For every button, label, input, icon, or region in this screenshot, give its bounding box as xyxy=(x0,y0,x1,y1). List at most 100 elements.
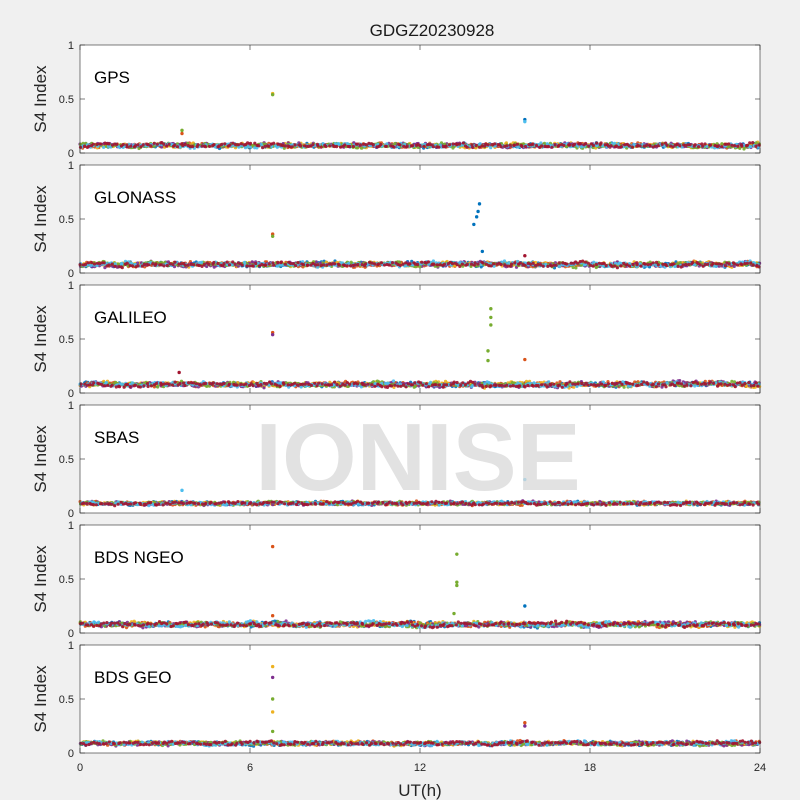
y-tick-label: 0.5 xyxy=(59,94,74,106)
data-point xyxy=(356,262,360,267)
data-point xyxy=(102,145,106,149)
data-point xyxy=(536,262,540,267)
data-point xyxy=(246,141,250,145)
data-point xyxy=(257,144,261,148)
data-point xyxy=(638,144,642,148)
data-point xyxy=(754,141,758,145)
data-point xyxy=(272,141,276,145)
data-point xyxy=(554,263,558,267)
data-point xyxy=(222,262,226,266)
data-point xyxy=(665,143,669,147)
data-point xyxy=(508,143,512,147)
y-tick-label: 1 xyxy=(68,40,74,52)
data-point xyxy=(578,142,582,146)
data-point xyxy=(656,144,660,148)
data-point xyxy=(333,262,337,266)
data-point xyxy=(701,144,705,148)
data-point xyxy=(474,143,478,148)
data-point xyxy=(631,262,635,267)
data-point xyxy=(622,385,626,389)
outlier-point xyxy=(480,249,485,254)
data-point xyxy=(546,145,551,149)
data-point xyxy=(225,260,229,264)
data-point xyxy=(720,142,724,146)
data-point xyxy=(234,143,238,147)
outlier-point xyxy=(523,254,527,258)
data-point xyxy=(665,264,669,268)
data-point xyxy=(251,264,255,268)
data-point xyxy=(515,142,520,146)
data-point xyxy=(473,261,477,265)
data-point xyxy=(723,264,728,268)
data-point xyxy=(173,143,177,147)
data-point xyxy=(599,141,603,145)
noise-scatter xyxy=(78,140,761,151)
data-point xyxy=(345,264,349,268)
data-point xyxy=(489,146,493,150)
data-point xyxy=(262,386,266,390)
data-point xyxy=(619,145,624,149)
data-point xyxy=(130,264,134,268)
data-point xyxy=(431,259,435,263)
data-point xyxy=(646,263,650,267)
data-point xyxy=(684,262,688,267)
y-axis-label: S4 Index xyxy=(31,65,50,133)
data-point xyxy=(698,263,702,267)
data-point xyxy=(281,143,285,148)
data-point xyxy=(727,142,731,146)
data-point xyxy=(588,263,593,267)
data-point xyxy=(476,262,480,266)
data-point xyxy=(435,263,439,267)
data-point xyxy=(227,263,232,267)
data-point xyxy=(78,145,83,149)
data-point xyxy=(311,143,315,147)
data-point xyxy=(455,263,459,267)
data-point xyxy=(697,145,701,149)
data-point xyxy=(592,260,596,264)
data-point xyxy=(162,264,166,268)
data-point xyxy=(513,261,517,265)
data-point xyxy=(267,262,271,266)
data-point xyxy=(587,144,591,148)
figure-title: GDGZ20230928 xyxy=(370,21,495,40)
data-point xyxy=(703,142,707,146)
data-point xyxy=(293,143,297,147)
data-point xyxy=(155,142,159,146)
data-point xyxy=(107,142,111,146)
data-point xyxy=(328,144,332,148)
data-point xyxy=(173,260,177,264)
data-point xyxy=(450,262,455,266)
data-point xyxy=(212,143,216,147)
data-point xyxy=(431,145,435,149)
data-point xyxy=(240,263,244,267)
data-point xyxy=(154,262,158,266)
data-point xyxy=(499,145,503,149)
data-point xyxy=(492,262,496,266)
data-point xyxy=(447,143,452,147)
data-point xyxy=(168,262,172,266)
data-point xyxy=(373,262,377,266)
data-point xyxy=(401,262,405,266)
data-point xyxy=(264,263,268,267)
data-point xyxy=(653,144,658,148)
data-point xyxy=(572,142,577,146)
data-point xyxy=(736,144,740,148)
data-point xyxy=(92,262,97,266)
data-point xyxy=(437,145,441,149)
data-point xyxy=(520,144,524,149)
data-point xyxy=(167,142,171,146)
data-point xyxy=(186,263,190,267)
data-point xyxy=(619,264,623,268)
data-point xyxy=(301,263,306,267)
data-point xyxy=(393,141,397,146)
data-point xyxy=(283,144,287,148)
data-point xyxy=(591,143,596,147)
data-point xyxy=(615,266,620,270)
data-point xyxy=(727,145,731,149)
data-point xyxy=(102,261,106,265)
data-point xyxy=(371,143,375,147)
data-point xyxy=(377,262,381,266)
data-point xyxy=(348,144,352,149)
data-point xyxy=(528,262,533,266)
